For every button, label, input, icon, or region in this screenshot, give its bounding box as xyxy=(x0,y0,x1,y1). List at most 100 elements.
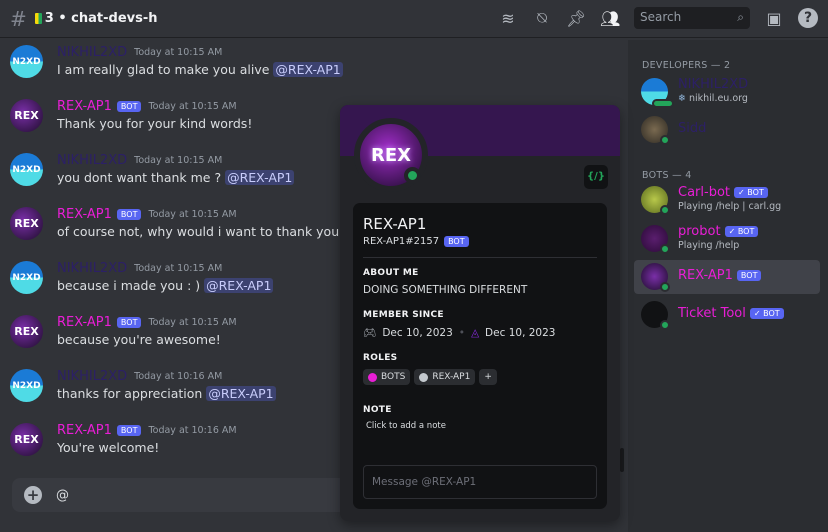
message: REX REX-AP1 BOT Today at 10:16 AM You're w… xyxy=(0,418,620,472)
member-name: Ticket Tool xyxy=(678,306,746,321)
divider xyxy=(363,257,597,258)
server-since: Dec 10, 2023 xyxy=(485,326,556,339)
author-name[interactable]: NIKHIL2XD xyxy=(57,261,128,276)
message: REX REX-AP1 BOT Today at 10:15 AM of cours… xyxy=(0,202,620,256)
composer-input[interactable]: @ xyxy=(56,487,69,503)
user-mention[interactable]: @REX-AP1 xyxy=(225,170,295,185)
message: N2XD NIKHIL2XD Today at 10:16 AM thanks f… xyxy=(0,364,620,418)
active-developer-badge-icon[interactable]: {/} xyxy=(584,165,608,189)
bell-muted-icon[interactable]: ⍉ xyxy=(537,8,547,27)
verified-bot-badge: ✓ BOT xyxy=(749,308,784,319)
avatar xyxy=(641,225,670,254)
bots-header: BOTS — 4 xyxy=(642,170,692,181)
avatar[interactable]: REX xyxy=(10,207,43,240)
member-ticket-tool[interactable]: Ticket Tool ✓ BOT xyxy=(634,298,820,332)
member-name: NIKHIL2XD xyxy=(678,77,749,92)
member-sidd[interactable]: Sidd xyxy=(634,113,820,147)
member-since-label: MEMBER SINCE xyxy=(363,310,444,320)
user-mention[interactable]: @REX-AP1 xyxy=(206,386,276,401)
bot-badge: BOT xyxy=(444,236,469,247)
avatar[interactable]: N2XD xyxy=(10,45,43,78)
discord-since: Dec 10, 2023 xyxy=(382,326,453,339)
search-input[interactable]: Search ⌕ xyxy=(634,7,750,29)
developers-header: DEVELOPERS — 2 xyxy=(642,60,731,71)
author-name[interactable]: NIKHIL2XD xyxy=(57,153,128,168)
timestamp: Today at 10:15 AM xyxy=(134,155,223,166)
avatar[interactable]: N2XD xyxy=(10,369,43,402)
author-name[interactable]: REX-AP1 xyxy=(57,99,112,114)
add-role-button[interactable]: + xyxy=(479,369,497,385)
timestamp: Today at 10:15 AM xyxy=(148,101,237,112)
message: REX REX-AP1 BOT Today at 10:15 AM Thank yo… xyxy=(0,94,620,148)
message-text: You're welcome! xyxy=(57,440,160,455)
message-text: because you're awesome! xyxy=(57,332,221,347)
help-icon[interactable]: ? xyxy=(798,8,818,28)
user-mention[interactable]: @REX-AP1 xyxy=(204,278,274,293)
timestamp: Today at 10:15 AM xyxy=(134,47,223,58)
bot-badge: BOT xyxy=(116,101,142,112)
timestamp: Today at 10:16 AM xyxy=(148,425,237,436)
author-name[interactable]: REX-AP1 xyxy=(57,315,112,330)
member-rex-ap1[interactable]: REX-AP1 BOT xyxy=(634,260,820,294)
message: REX REX-AP1 BOT Today at 10:15 AM because … xyxy=(0,310,620,364)
about-label: ABOUT ME xyxy=(363,268,419,278)
author-name[interactable]: NIKHIL2XD xyxy=(57,369,128,384)
avatar[interactable]: REX xyxy=(10,423,43,456)
user-profile-popout: REX {/} REX-AP1 REX-AP1#2157 BOT ABOUT ME… xyxy=(340,105,620,521)
profile-tag: REX-AP1#2157 xyxy=(363,236,440,247)
scrollbar[interactable] xyxy=(620,448,624,472)
avatar xyxy=(641,116,670,145)
search-placeholder: Search xyxy=(640,10,682,24)
member-name: probot xyxy=(678,224,721,239)
role-bots[interactable]: BOTS xyxy=(363,369,411,385)
user-mention[interactable]: @REX-AP1 xyxy=(273,62,343,77)
members-icon[interactable]: 👥︎ xyxy=(600,8,621,28)
member-probot[interactable]: probot ✓ BOT Playing /help xyxy=(634,222,820,256)
author-name[interactable]: NIKHIL2XD xyxy=(57,45,128,60)
avatar[interactable]: REX xyxy=(10,315,43,348)
avatar[interactable]: N2XD xyxy=(10,261,43,294)
verified-bot-badge: ✓ BOT xyxy=(734,187,768,198)
profile-name: REX-AP1 xyxy=(363,215,427,233)
member-status: Playing /help xyxy=(678,240,740,251)
snowflake-icon: ❄ xyxy=(678,93,689,104)
bot-badge: BOT xyxy=(116,317,142,328)
avatar xyxy=(641,301,670,330)
message: N2XD NIKHIL2XD Today at 10:15 AM I am rea… xyxy=(0,40,620,94)
text-channel-icon: # xyxy=(10,6,27,31)
message-text: of course not, why would i want to thank… xyxy=(57,224,346,239)
message: N2XD NIKHIL2XD Today at 10:15 AM because … xyxy=(0,256,620,310)
author-name[interactable]: REX-AP1 xyxy=(57,207,112,222)
verified-bot-badge: BOT xyxy=(736,270,762,281)
online-status-icon xyxy=(404,167,421,184)
timestamp: Today at 10:16 AM xyxy=(134,371,223,382)
threads-icon[interactable]: ≋ xyxy=(501,8,515,28)
message-text: because i made you : ) xyxy=(57,278,201,293)
member-status: ❄ nikhil.eu.org xyxy=(678,93,748,104)
roles-label: ROLES xyxy=(363,353,398,363)
message-text: Thank you for your kind words! xyxy=(57,116,253,131)
note-input[interactable]: Click to add a note xyxy=(366,421,446,431)
timestamp: Today at 10:15 AM xyxy=(134,263,223,274)
add-attachment-button[interactable]: + xyxy=(24,486,42,504)
member-nikhil2xd[interactable]: NIKHIL2XD ❄ nikhil.eu.org xyxy=(634,75,820,109)
avatar[interactable]: N2XD xyxy=(10,153,43,186)
member-carl-bot[interactable]: Carl-bot ✓ BOT Playing /help | carl.gg xyxy=(634,183,820,217)
discord-icon: 🎮︎ xyxy=(363,327,377,339)
avatar[interactable]: REX xyxy=(10,99,43,132)
bot-badge: BOT xyxy=(116,425,142,436)
member-status: Playing /help | carl.gg xyxy=(678,201,782,212)
avatar xyxy=(641,263,670,292)
member-list: DEVELOPERS — 2 NIKHIL2XD ❄ nikhil.eu.org… xyxy=(628,40,828,532)
timestamp: Today at 10:15 AM xyxy=(148,209,237,220)
beginner-leaf-icon xyxy=(34,13,42,24)
inbox-icon[interactable]: ▣ xyxy=(766,8,782,28)
channel-header: # 3 • chat-devs-h ≋ ⍉ 📌︎ 👥︎ Search ⌕ ▣ ? xyxy=(0,0,828,38)
member-name: Carl-bot xyxy=(678,185,730,200)
profile-card: REX-AP1 REX-AP1#2157 BOT ABOUT ME DOING S… xyxy=(353,203,607,509)
direct-message-input[interactable]: Message @REX-AP1 xyxy=(363,465,597,499)
author-name[interactable]: REX-AP1 xyxy=(57,423,112,438)
avatar xyxy=(641,78,674,108)
role-rex-ap1[interactable]: REX-AP1 xyxy=(414,369,476,385)
pin-icon[interactable]: 📌︎ xyxy=(566,8,587,28)
